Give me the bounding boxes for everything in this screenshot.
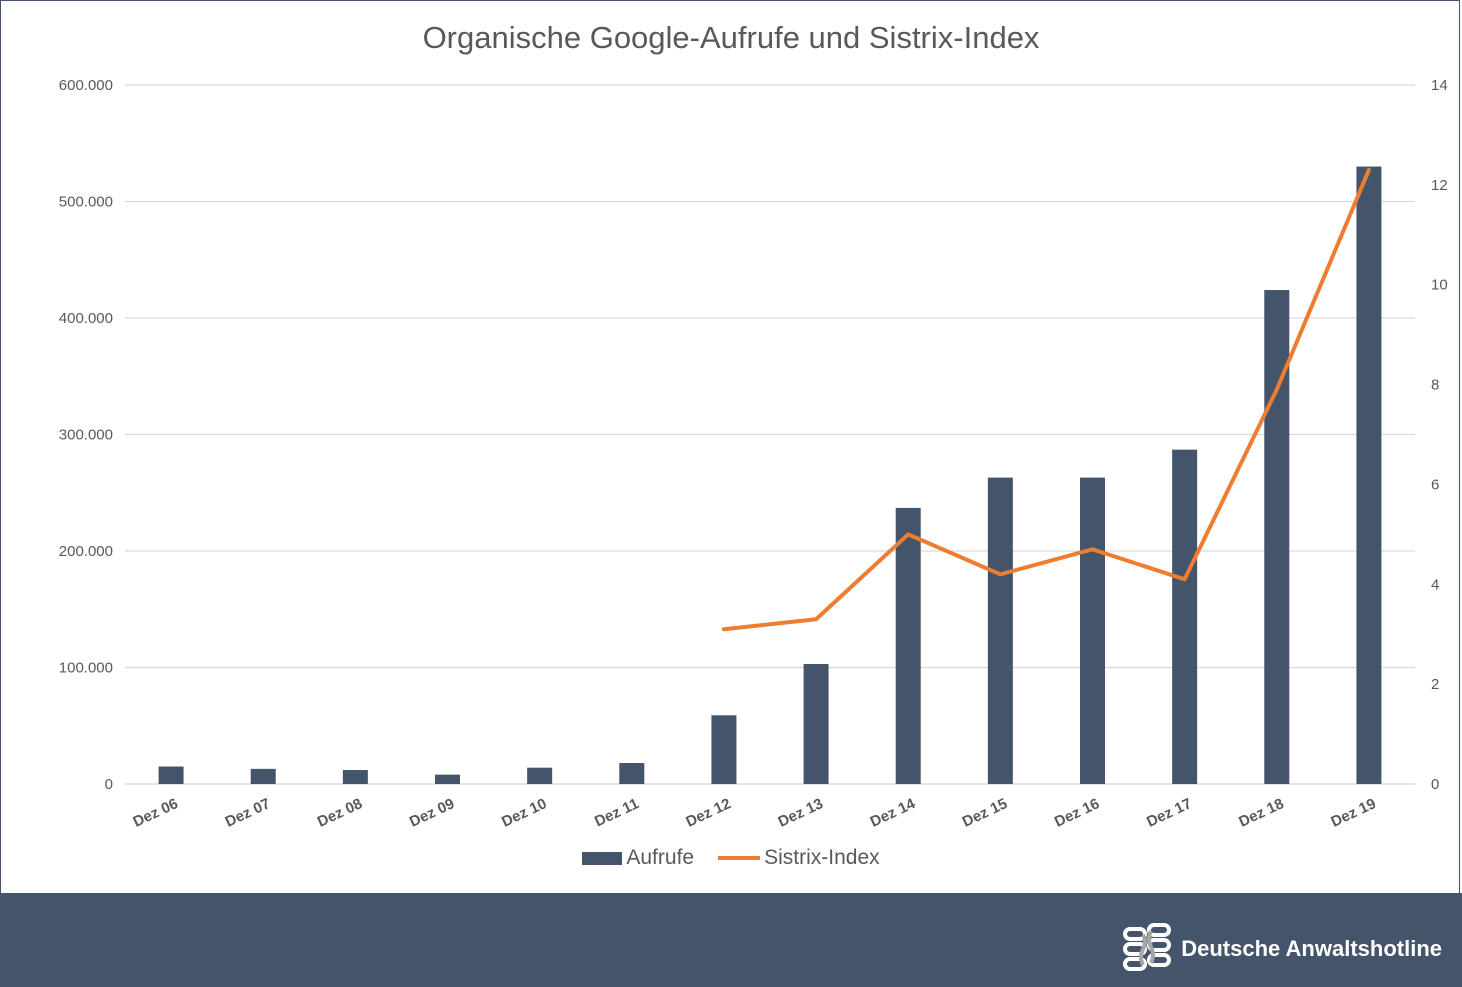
line-series (721, 167, 1371, 632)
bar-series (158, 166, 1382, 785)
brand-name: Deutsche Anwaltshotline (1181, 936, 1442, 961)
x-tick-label: Dez 13 (775, 795, 825, 830)
chart-title: Organische Google-Aufrufe und Sistrix-In… (422, 20, 1040, 55)
bar (619, 763, 645, 784)
x-tick-label: Dez 08 (315, 795, 365, 830)
legend: Aufrufe Sistrix-Index (0, 846, 1462, 870)
bar (987, 477, 1013, 784)
chain-logo-icon (1123, 923, 1172, 971)
sistrix-line (721, 167, 1371, 632)
bar (158, 766, 184, 784)
bar (1172, 449, 1198, 784)
x-tick-label: Dez 15 (960, 795, 1010, 830)
right-tick-label: 2 (1431, 676, 1439, 693)
bar (1356, 166, 1382, 785)
left-tick-label: 100.000 (59, 660, 113, 677)
legend-label-aufrufe: Aufrufe (626, 846, 695, 869)
legend-item-aufrufe[interactable]: Aufrufe (582, 846, 694, 870)
right-tick-label: 4 (1431, 576, 1439, 593)
legend-swatch-bar (582, 851, 623, 865)
bar (895, 507, 921, 784)
right-axis: 0 2 4 6 8 10 12 14 (1431, 77, 1448, 793)
x-tick-label: Dez 14 (868, 795, 919, 831)
x-tick-label: Dez 12 (683, 795, 733, 830)
bar (711, 715, 737, 784)
bar (435, 774, 460, 784)
left-tick-label: 200.000 (59, 543, 113, 560)
brand[interactable]: Deutsche Anwaltshotline (1121, 923, 1442, 975)
left-tick-label: 600.000 (59, 77, 113, 94)
right-tick-label: 14 (1431, 77, 1448, 94)
left-axis: 0 100.000 200.000 300.000 400.000 500.000 600.… (59, 77, 113, 793)
x-tick-label: Dez 18 (1236, 795, 1286, 830)
left-tick-label: 400.000 (59, 310, 113, 327)
x-tick-label: Dez 06 (130, 795, 180, 830)
bar (527, 767, 553, 784)
legend-item-sistrix[interactable]: Sistrix-Index (718, 846, 880, 870)
footer-bar: Deutsche Anwaltshotline (0, 893, 1462, 987)
chart-area: 0 100.000 200.000 300.000 400.000 500.000 600.… (59, 77, 1448, 831)
left-tick-label: 500.000 (59, 194, 113, 211)
right-tick-label: 0 (1431, 776, 1439, 793)
bar (803, 664, 829, 784)
bar (342, 770, 368, 784)
bar (1080, 477, 1105, 784)
right-tick-label: 8 (1431, 377, 1439, 394)
right-tick-label: 6 (1431, 476, 1439, 493)
left-tick-label: 0 (105, 776, 113, 793)
x-tick-label: Dez 19 (1328, 795, 1378, 830)
x-tick-label: Dez 07 (223, 795, 273, 830)
x-tick-label: Dez 09 (407, 795, 457, 830)
x-tick-label: Dez 17 (1144, 795, 1194, 830)
x-tick-label: Dez 10 (499, 795, 549, 830)
bar (250, 768, 276, 784)
x-tick-label: Dez 11 (592, 795, 642, 830)
legend-label-sistrix: Sistrix-Index (764, 846, 880, 869)
right-tick-label: 12 (1431, 177, 1448, 194)
gridlines (125, 84, 1415, 785)
x-tick-label: Dez 16 (1052, 795, 1102, 830)
legend-swatch-line (718, 856, 761, 860)
left-tick-label: 300.000 (59, 427, 113, 444)
x-axis: Dez 06 Dez 07 Dez 08 Dez 09 Dez 10 Dez 11 Dez … (130, 795, 1378, 831)
right-tick-label: 10 (1431, 277, 1448, 294)
